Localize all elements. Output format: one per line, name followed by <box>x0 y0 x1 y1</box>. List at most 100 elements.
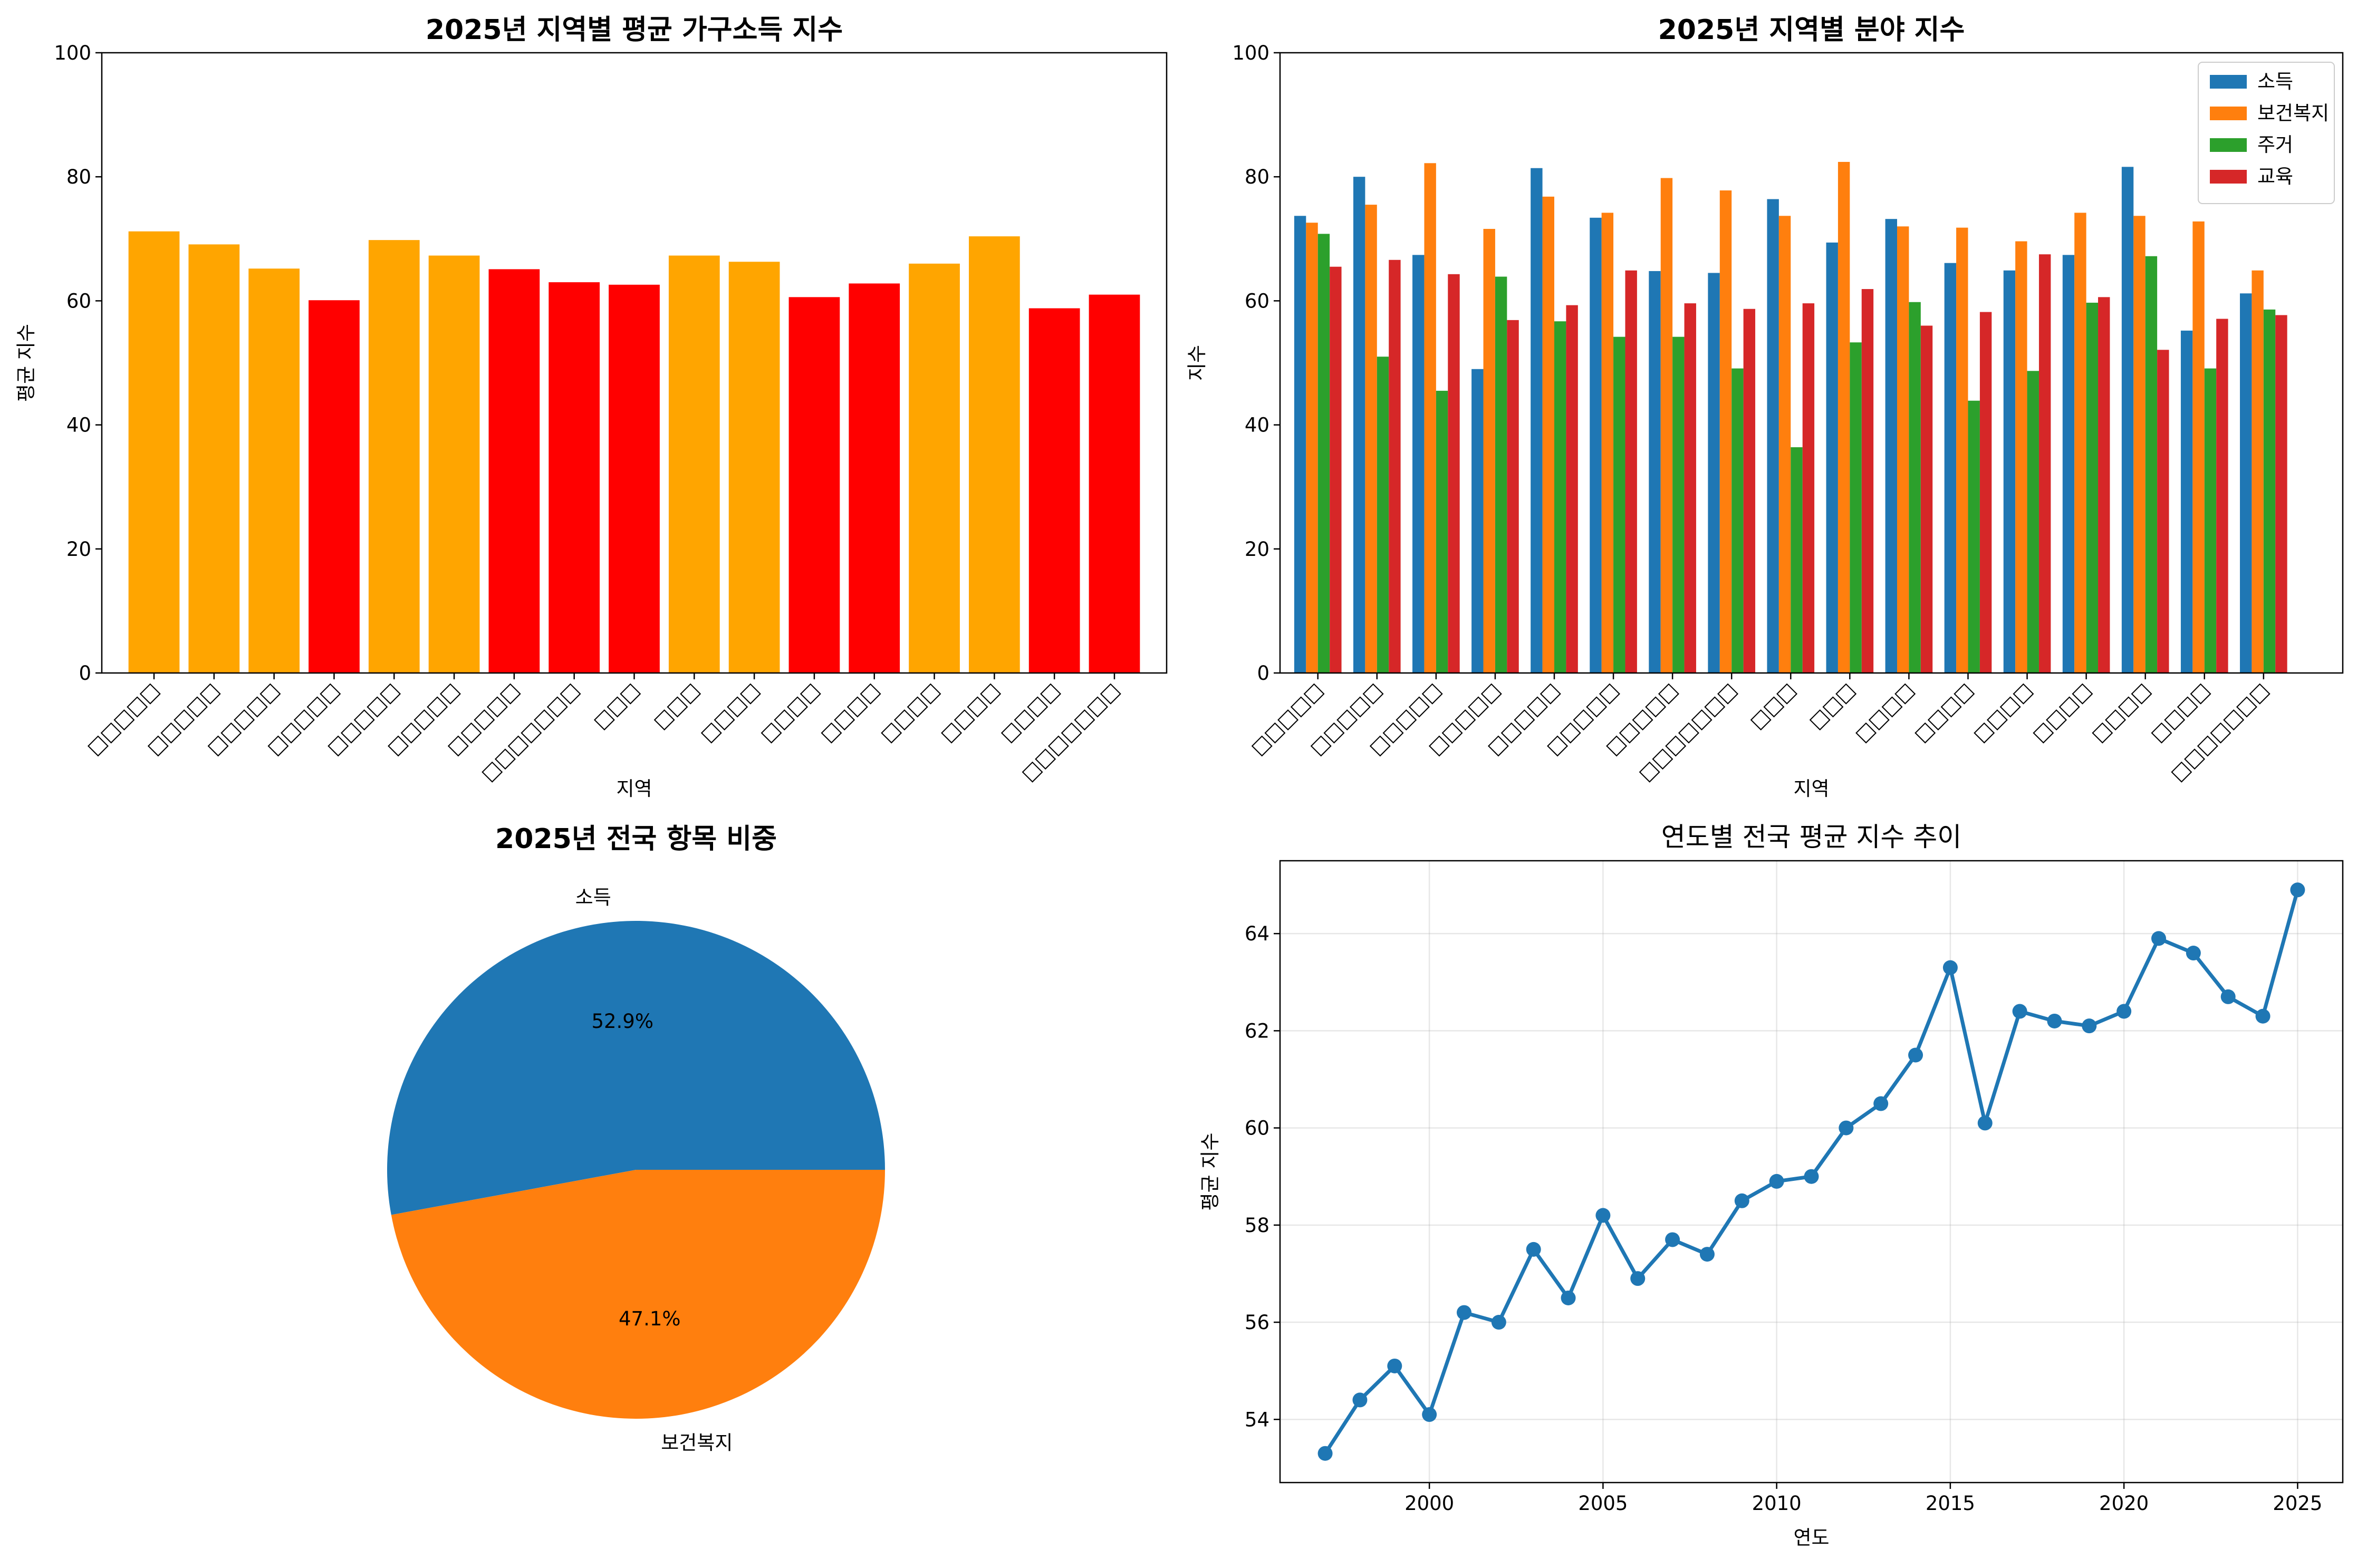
bar-소득 <box>1353 177 1365 673</box>
y-tick-label: 80 <box>66 166 91 188</box>
x-tick-label: 2020 <box>2099 1492 2149 1515</box>
bar-주거 <box>1554 321 1566 673</box>
data-point <box>1526 1242 1541 1257</box>
bar-소득 <box>1708 273 1720 673</box>
bar <box>128 231 180 673</box>
bar-보건복지 <box>1424 163 1436 673</box>
bar-소득 <box>1767 199 1779 673</box>
x-tick-label: 2000 <box>1404 1492 1454 1515</box>
data-point <box>1769 1173 1784 1189</box>
bar <box>309 300 360 673</box>
data-point <box>2082 1018 2097 1034</box>
y-tick-label: 60 <box>66 290 91 312</box>
bar <box>668 255 720 673</box>
chart-yearly-trend: 2000 2005 2010 2015 2020 2025 54 56 58 60 62 64 연도별 … <box>1199 822 2344 1549</box>
data-point <box>1457 1305 1472 1320</box>
data-point <box>1839 1120 1854 1136</box>
bar-주거 <box>2145 256 2158 673</box>
chart-title: 2025년 전국 항목 비중 <box>495 823 777 855</box>
bar-교육 <box>1920 325 1933 673</box>
data-point <box>2012 1004 2027 1019</box>
bar-교육 <box>1507 320 1519 673</box>
bar-보건복지 <box>1660 178 1673 673</box>
bar <box>368 240 420 674</box>
y-tick-label: 100 <box>1232 42 1269 64</box>
bar <box>428 255 480 673</box>
y-tick-label: 80 <box>1245 166 1269 188</box>
y-tick-label: 56 <box>1245 1311 1269 1334</box>
bar-주거 <box>1613 336 1625 673</box>
bar <box>609 284 660 673</box>
y-tick-label: 0 <box>1257 662 1269 685</box>
bar-보건복지 <box>2074 213 2086 674</box>
bar-보건복지 <box>2252 270 2264 673</box>
data-point <box>1595 1208 1611 1223</box>
bar-교육 <box>2098 297 2110 673</box>
bar-교육 <box>1743 309 1756 673</box>
legend-label: 주거 <box>2257 133 2293 156</box>
bar-소득 <box>1826 242 1838 674</box>
bar-주거 <box>1731 368 1744 673</box>
bar-주거 <box>1791 447 1803 673</box>
legend-label: 보건복지 <box>2257 102 2329 124</box>
bar-소득 <box>1412 255 1425 674</box>
bar-주거 <box>1672 336 1685 673</box>
bar <box>849 283 900 673</box>
bar <box>188 244 240 673</box>
bar-주거 <box>1377 357 1389 673</box>
bar-소득 <box>1590 217 1602 673</box>
bar-소득 <box>1944 263 1957 673</box>
bar-주거 <box>1968 400 1980 673</box>
bar-소득 <box>2240 293 2252 673</box>
bar-교육 <box>1684 303 1696 673</box>
chart-title: 2025년 지역별 분야 지수 <box>1658 14 1965 46</box>
pie-slice-label: 보건복지 <box>661 1431 733 1454</box>
y-tick-label: 40 <box>66 414 91 437</box>
bar-교육 <box>1861 289 1874 673</box>
bar-소득 <box>1294 216 1306 674</box>
x-tick-label: 2015 <box>1926 1492 1975 1515</box>
bar-주거 <box>2027 371 2039 673</box>
bar <box>248 268 300 673</box>
bar-교육 <box>2275 315 2287 673</box>
bar-소득 <box>1885 219 1897 674</box>
data-point <box>2047 1013 2062 1028</box>
bar-주거 <box>2086 302 2099 673</box>
data-point <box>1942 960 1958 975</box>
chart-title: 연도별 전국 평균 지수 추이 <box>1661 822 1962 852</box>
axes-frame <box>1279 860 2344 1484</box>
y-tick-label: 54 <box>1245 1408 1269 1431</box>
bar-교육 <box>1448 274 1460 673</box>
chart-regional-domain-index: 020406080100□□□□□□□□□□□□□□□□□□□□□□□□□□□□… <box>1186 14 2344 800</box>
bar-보건복지 <box>2133 216 2146 674</box>
data-point <box>1317 1446 1333 1461</box>
bar <box>1089 294 1140 673</box>
data-point <box>1630 1271 1646 1286</box>
bar-보건복지 <box>1365 205 1377 673</box>
x-tick-label: 2010 <box>1752 1492 1802 1515</box>
legend-swatch <box>2210 170 2247 184</box>
bar-교육 <box>1802 303 1815 673</box>
legend-label: 교육 <box>2257 165 2293 188</box>
bar-주거 <box>1495 276 1507 673</box>
bar-보건복지 <box>1897 226 1909 673</box>
data-point <box>2151 931 2166 946</box>
y-tick-label: 60 <box>1245 1117 1269 1140</box>
bar-교육 <box>2157 350 2169 673</box>
x-tick-label: 2005 <box>1578 1492 1628 1515</box>
data-point <box>2255 1008 2271 1024</box>
pie-slice <box>387 920 885 1215</box>
bar-소득 <box>1471 369 1484 673</box>
y-tick-label: 20 <box>1245 538 1269 561</box>
bar-보건복지 <box>1542 196 1554 673</box>
pie-slice <box>391 1170 885 1419</box>
bar-소득 <box>2180 330 2193 673</box>
legend-swatch <box>2210 138 2247 152</box>
bar-보건복지 <box>1956 227 1968 674</box>
y-tick-label: 0 <box>79 662 91 685</box>
bar <box>728 262 780 673</box>
pie-slice-label: 소득 <box>575 886 611 909</box>
bar-교육 <box>2038 254 2051 673</box>
